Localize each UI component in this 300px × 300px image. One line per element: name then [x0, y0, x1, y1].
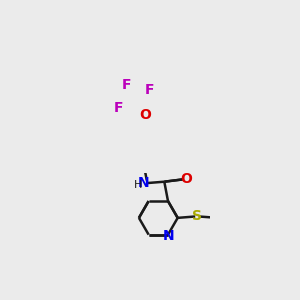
Text: F: F — [121, 78, 131, 92]
Text: N: N — [137, 176, 149, 190]
Text: F: F — [145, 83, 155, 98]
Text: F: F — [114, 101, 123, 115]
Text: N: N — [163, 229, 175, 243]
Text: H: H — [134, 180, 143, 190]
Text: O: O — [140, 108, 151, 122]
Text: O: O — [181, 172, 192, 186]
Text: S: S — [192, 209, 202, 224]
